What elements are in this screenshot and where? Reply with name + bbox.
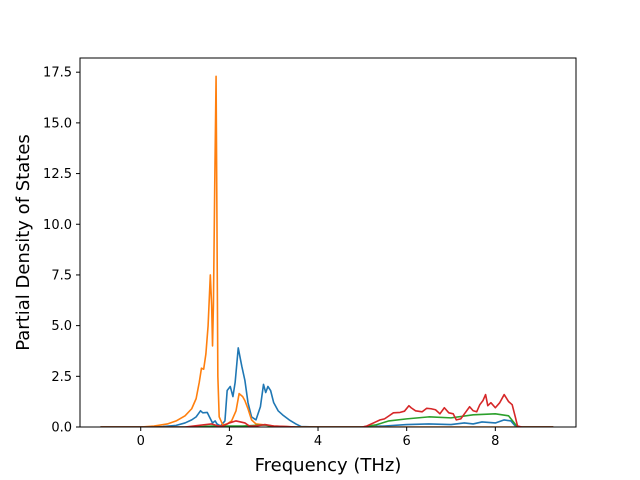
x-tick-label: 2 [225, 434, 233, 449]
y-tick-label: 7.5 [51, 268, 72, 283]
y-axis-label: Partial Density of States [13, 134, 34, 351]
series-line-3 [100, 413, 554, 427]
axes-frame [79, 57, 577, 428]
series-line-2 [100, 75, 554, 427]
y-tick-label: 12.5 [43, 167, 72, 182]
x-tick-label: 0 [137, 434, 145, 449]
series-line-1 [100, 347, 554, 427]
x-axis-label: Frequency (THz) [255, 455, 402, 476]
x-tick-label: 8 [491, 434, 499, 449]
y-tick-label: 5.0 [51, 319, 72, 334]
y-tick-label: 0.0 [51, 421, 72, 436]
series-layer [100, 75, 554, 427]
x-tick-label: 6 [403, 434, 411, 449]
y-tick-label: 15.0 [43, 116, 72, 131]
x-tick-label: 4 [314, 434, 322, 449]
y-tick-label: 10.0 [43, 218, 72, 233]
x-axis: 0 2 4 6 8 [137, 427, 499, 449]
y-tick-label: 17.5 [43, 66, 72, 81]
series-line-4 [100, 393, 554, 427]
plot-area [79, 57, 577, 428]
y-tick-label: 2.5 [51, 370, 72, 385]
y-axis: 0.0 2.5 5.0 7.5 10.0 12.5 15.0 17.5 [43, 66, 80, 436]
